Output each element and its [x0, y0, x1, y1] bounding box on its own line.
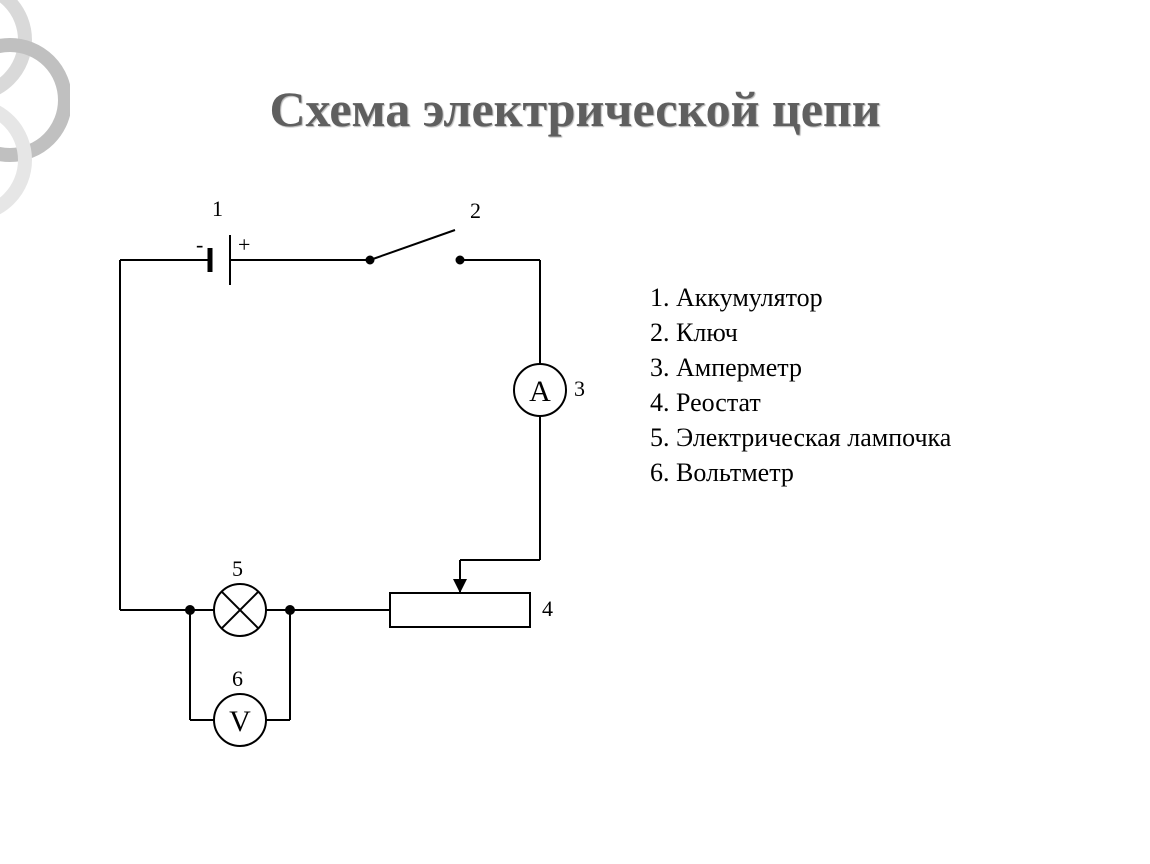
legend-num: 1	[650, 283, 663, 312]
legend-sep: .	[663, 318, 676, 347]
slide-content: A V - + 1 2 3 4 5 6 1. Аккумулятор 2. Кл…	[60, 180, 1090, 780]
callout-3: 3	[574, 376, 585, 402]
callout-2: 2	[470, 198, 481, 224]
legend-text: Вольтметр	[676, 458, 794, 487]
legend-sep: .	[663, 458, 676, 487]
legend-sep: .	[663, 353, 676, 382]
voltmeter-letter: V	[229, 705, 251, 738]
callout-4: 4	[542, 596, 553, 622]
legend-text: Аккумулятор	[676, 283, 823, 312]
legend-item: 5. Электрическая лампочка	[650, 420, 951, 455]
legend-text: Амперметр	[676, 353, 802, 382]
legend-num: 3	[650, 353, 663, 382]
legend-item: 6. Вольтметр	[650, 455, 951, 490]
circuit-diagram: A V - + 1 2 3 4 5 6	[60, 180, 600, 780]
callout-5: 5	[232, 556, 243, 582]
legend-sep: .	[663, 283, 676, 312]
legend-item: 1. Аккумулятор	[650, 280, 951, 315]
legend-num: 6	[650, 458, 663, 487]
legend-text: Ключ	[676, 318, 738, 347]
legend: 1. Аккумулятор 2. Ключ 3. Амперметр 4. Р…	[650, 280, 951, 491]
legend-num: 4	[650, 388, 663, 417]
battery-minus-label: -	[196, 232, 203, 257]
ammeter-letter: A	[529, 375, 551, 408]
legend-num: 5	[650, 423, 663, 452]
legend-sep: .	[663, 388, 676, 417]
legend-item: 2. Ключ	[650, 315, 951, 350]
legend-text: Реостат	[676, 388, 761, 417]
legend-item: 3. Амперметр	[650, 350, 951, 385]
callout-1: 1	[212, 196, 223, 222]
legend-num: 2	[650, 318, 663, 347]
slide-title: Схема электрической цепи	[0, 80, 1150, 138]
legend-item: 4. Реостат	[650, 385, 951, 420]
callout-6: 6	[232, 666, 243, 692]
battery-plus-label: +	[238, 232, 250, 257]
legend-sep: .	[663, 423, 676, 452]
legend-text: Электрическая лампочка	[676, 423, 951, 452]
